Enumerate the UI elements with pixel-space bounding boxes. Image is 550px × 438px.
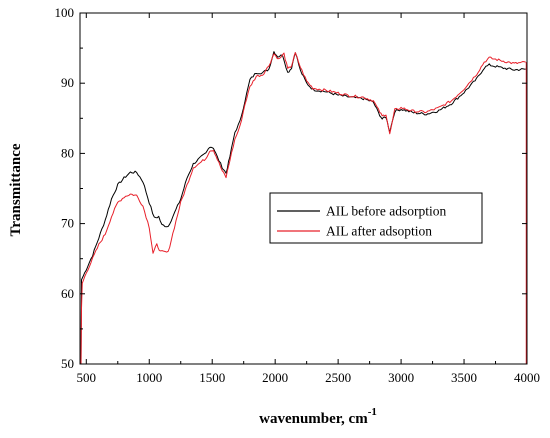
x-tick-label: 2000 [262, 370, 288, 385]
y-tick-label: 60 [61, 286, 74, 301]
y-tick-label: 70 [61, 216, 74, 231]
x-tick-label: 4000 [514, 370, 540, 385]
x-axis-title-main: wavenumber, cm [259, 411, 368, 427]
x-axis-title-superscript: -1 [368, 406, 377, 418]
legend: AIL before adsorption AIL after adsoption [269, 192, 483, 244]
ticks-layer: 500 1000 1500 2000 2500 3000 3500 4000 50 60 70 80 9… [55, 5, 541, 385]
x-tick-label: 3000 [388, 370, 414, 385]
x-tick-label: 1500 [199, 370, 225, 385]
plot-frame [79, 12, 528, 365]
x-axis-title: wavenumber, cm-1 [259, 406, 377, 427]
y-tick-label: 50 [61, 356, 74, 371]
x-tick-label: 3500 [451, 370, 477, 385]
series-line-before [80, 51, 526, 365]
y-tick-label: 100 [55, 5, 75, 20]
legend-box [269, 192, 483, 244]
x-tick-label: 1000 [136, 370, 162, 385]
legend-label: AIL after adsoption [326, 224, 432, 239]
y-axis-title: Transmittance [8, 143, 24, 236]
y-tick-label: 80 [61, 145, 74, 160]
x-tick-label: 2500 [325, 370, 351, 385]
legend-label: AIL before adsorption [326, 204, 446, 219]
series-line-after [80, 52, 526, 365]
y-tick-label: 90 [61, 75, 74, 90]
x-tick-label: 500 [77, 370, 97, 385]
